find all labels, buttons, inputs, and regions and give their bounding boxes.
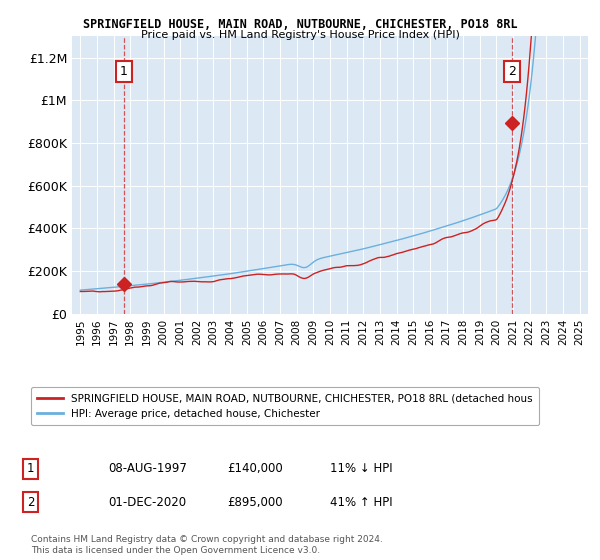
Text: 11% ↓ HPI: 11% ↓ HPI bbox=[330, 463, 392, 475]
Text: £895,000: £895,000 bbox=[227, 496, 283, 508]
Text: £140,000: £140,000 bbox=[227, 463, 283, 475]
Legend: SPRINGFIELD HOUSE, MAIN ROAD, NUTBOURNE, CHICHESTER, PO18 8RL (detached hous, HP: SPRINGFIELD HOUSE, MAIN ROAD, NUTBOURNE,… bbox=[31, 387, 539, 425]
Text: 1: 1 bbox=[27, 463, 34, 475]
Text: 2: 2 bbox=[27, 496, 34, 508]
Text: 01-DEC-2020: 01-DEC-2020 bbox=[108, 496, 186, 508]
Text: 1: 1 bbox=[119, 64, 128, 77]
Text: 2: 2 bbox=[508, 64, 516, 77]
Text: 08-AUG-1997: 08-AUG-1997 bbox=[108, 463, 187, 475]
Text: Contains HM Land Registry data © Crown copyright and database right 2024.
This d: Contains HM Land Registry data © Crown c… bbox=[31, 535, 382, 555]
Text: SPRINGFIELD HOUSE, MAIN ROAD, NUTBOURNE, CHICHESTER, PO18 8RL: SPRINGFIELD HOUSE, MAIN ROAD, NUTBOURNE,… bbox=[83, 18, 517, 31]
Text: Price paid vs. HM Land Registry's House Price Index (HPI): Price paid vs. HM Land Registry's House … bbox=[140, 30, 460, 40]
Text: 41% ↑ HPI: 41% ↑ HPI bbox=[330, 496, 392, 508]
